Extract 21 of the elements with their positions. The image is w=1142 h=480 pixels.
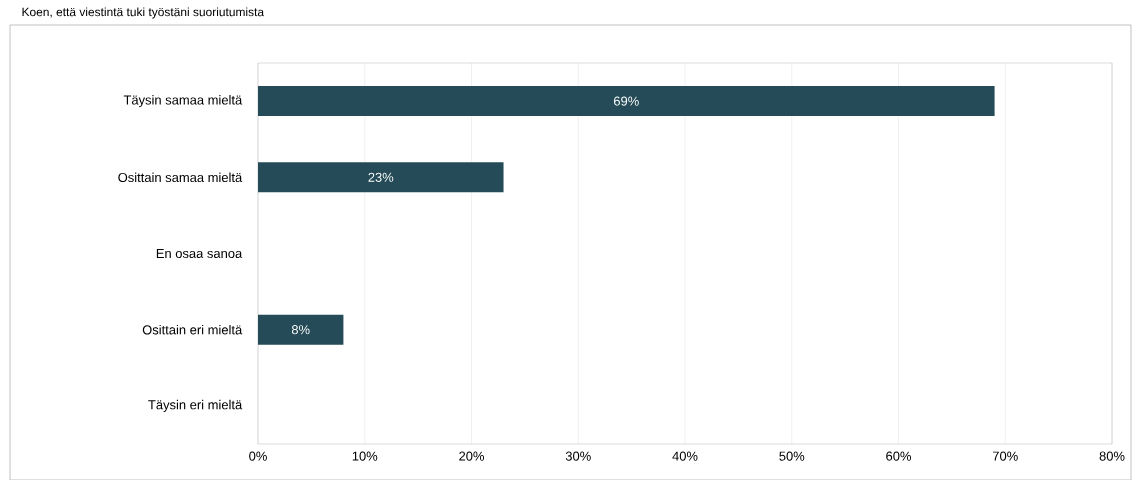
data-label: 8%: [291, 324, 310, 335]
y-tick-label: Täysin samaa mieltä: [123, 94, 243, 107]
x-tick-label: 30%: [565, 451, 591, 461]
text: Koen, että viestintä tuki työstäni suoriutumista: [22, 7, 265, 19]
x-tick-label: 0%: [249, 451, 267, 461]
x-tick-label: 70%: [992, 451, 1018, 461]
x-tick-label: 60%: [886, 451, 912, 461]
bar: [258, 162, 504, 193]
x-tick-label: 20%: [459, 451, 485, 461]
x-tick-label: 80%: [1099, 451, 1125, 461]
x-tick-label: 10%: [352, 451, 378, 461]
bar: [258, 314, 344, 345]
data-label: 23%: [368, 172, 394, 182]
x-tick-label: 40%: [672, 451, 698, 461]
y-tick-label: En osaa sanoa: [156, 248, 243, 258]
y-tick-label: Osittain samaa mieltä: [118, 172, 243, 182]
data-label: 69%: [613, 96, 639, 106]
y-tick-label: Täysin eri mieltä: [148, 399, 243, 412]
y-tick-label: Osittain eri mieltä: [142, 324, 243, 335]
x-tick-label: 50%: [779, 451, 805, 461]
bar: [258, 85, 995, 116]
